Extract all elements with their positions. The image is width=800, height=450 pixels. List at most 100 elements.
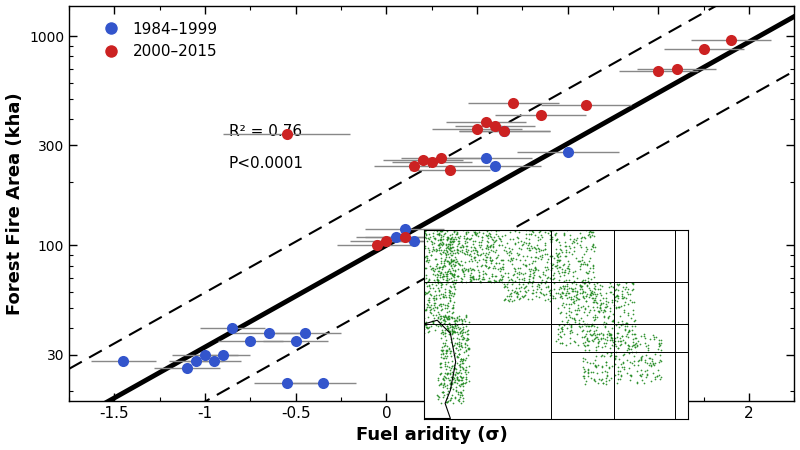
- Point: [439, 358, 452, 365]
- Point: [562, 304, 575, 311]
- Point: [638, 357, 651, 364]
- Point: [444, 245, 457, 252]
- Point: [581, 270, 594, 277]
- Point: [534, 235, 546, 243]
- Point: [424, 306, 437, 313]
- Point: [453, 350, 466, 357]
- Point: [470, 250, 483, 257]
- Point: [525, 230, 538, 238]
- Point: [577, 261, 590, 268]
- Point: [583, 322, 596, 329]
- Point: [594, 330, 607, 337]
- Point: [433, 229, 446, 236]
- Point: [450, 335, 463, 342]
- Point: [578, 234, 591, 242]
- Point: [456, 324, 469, 331]
- Point: [455, 242, 468, 249]
- Point: [455, 358, 468, 365]
- Point: [554, 284, 567, 291]
- Point: [468, 243, 481, 250]
- Point: [426, 267, 439, 274]
- Point: [543, 291, 556, 298]
- Point: [547, 254, 560, 261]
- Point: [425, 302, 438, 309]
- Point: [504, 296, 517, 303]
- Point: [461, 234, 474, 241]
- Point: [442, 245, 455, 252]
- Point: [582, 365, 594, 372]
- Point: [506, 246, 518, 253]
- Point: [550, 236, 563, 243]
- Point: [478, 261, 491, 268]
- Point: [546, 265, 559, 272]
- Point: [510, 284, 522, 291]
- Point: [430, 246, 442, 253]
- Point: [518, 276, 530, 284]
- Point: [421, 252, 434, 259]
- Point: [480, 249, 493, 256]
- Point: [636, 352, 649, 360]
- Point: [506, 297, 519, 305]
- Point: [441, 342, 454, 349]
- Point: [431, 309, 444, 316]
- Point: [551, 235, 564, 242]
- Point: [452, 397, 465, 404]
- Point: [462, 251, 475, 258]
- Point: [434, 370, 446, 378]
- Point: [436, 264, 449, 271]
- Point: [447, 364, 460, 371]
- Point: [622, 285, 635, 292]
- Point: [584, 245, 597, 252]
- Point: [432, 396, 445, 403]
- Point: [578, 251, 590, 258]
- Point: [485, 257, 498, 264]
- Point: [570, 239, 583, 247]
- Point: [581, 281, 594, 288]
- Point: [453, 358, 466, 365]
- Point: [502, 256, 514, 264]
- Point: [438, 263, 451, 270]
- Point: [447, 227, 460, 234]
- Point: [544, 287, 557, 294]
- Point: [448, 256, 461, 264]
- Point: [570, 331, 583, 338]
- Point: [551, 250, 564, 257]
- Point: [541, 250, 554, 257]
- Point: [622, 334, 634, 341]
- Point: [559, 252, 572, 260]
- Point: [434, 274, 446, 281]
- Point: [434, 360, 446, 368]
- Point: [554, 242, 566, 249]
- Point: [462, 327, 474, 334]
- Point: [587, 241, 600, 248]
- Point: [514, 257, 526, 264]
- Point: [550, 236, 562, 243]
- Point: [437, 290, 450, 297]
- Point: [604, 353, 617, 360]
- Point: [611, 329, 624, 337]
- Point: [457, 364, 470, 371]
- Point: [438, 318, 451, 325]
- Point: [587, 265, 600, 272]
- Point: [552, 256, 565, 264]
- Point: [474, 250, 487, 257]
- Point: [428, 246, 441, 253]
- Point: [642, 362, 655, 369]
- Point: [452, 351, 465, 358]
- Point: [518, 261, 531, 269]
- Point: [430, 256, 442, 263]
- Point: [574, 286, 586, 293]
- Point: [626, 286, 638, 293]
- Point: [468, 229, 481, 236]
- Point: [457, 243, 470, 250]
- Point: [434, 269, 447, 276]
- Point: [449, 261, 462, 269]
- Point: [476, 236, 489, 243]
- Point: [470, 230, 483, 237]
- Point: [623, 328, 636, 335]
- Point: [559, 282, 572, 289]
- Point: [446, 256, 459, 263]
- Point: [428, 268, 441, 275]
- Point: [634, 366, 647, 373]
- Point: [621, 347, 634, 354]
